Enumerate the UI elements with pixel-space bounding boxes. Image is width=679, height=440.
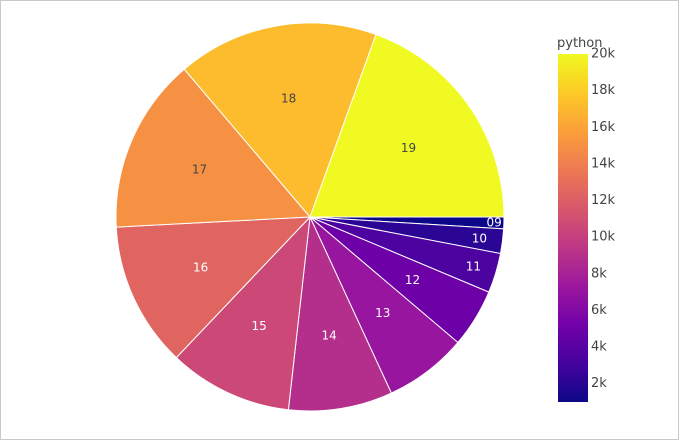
slice-label-15: 15 [252,319,267,333]
colorbar-tick-label: 10k [591,230,616,245]
colorbar-tick-label: 8k [591,266,607,281]
colorbar-title: python [557,36,602,51]
colorbar-tick-label: 6k [591,303,607,318]
colorbar-ticks: 2k 4k 6k 8k 10k 12k 14k 16k 18k 20k [591,47,616,392]
pie-slice-17[interactable] [115,68,312,228]
colorbar-tick-label: 14k [591,156,616,171]
slice-label-09: 09 [487,216,502,230]
colorbar: python 2k 4k 6k 8k 10k 12k 14k 16k 18k 20k [557,36,616,402]
pie-slice-18[interactable] [183,22,377,218]
pie-slice-15[interactable] [175,215,311,411]
slice-label-12: 12 [405,273,420,287]
slice-label-16: 16 [193,260,208,274]
colorbar-tick-label: 4k [591,340,607,355]
slice-label-17: 17 [192,162,207,176]
pie-slice-16[interactable] [115,216,312,359]
slice-label-11: 11 [466,259,481,273]
colorbar-tick-label: 12k [591,193,616,208]
slice-label-10: 10 [472,231,487,245]
colorbar-tick-label: 2k [591,376,607,391]
pie-slice-19[interactable] [309,33,505,218]
pie-slice-14[interactable] [287,215,393,412]
colorbar-gradient [558,54,588,402]
colorbar-tick-label: 18k [591,83,616,98]
colorbar-tick-label: 20k [591,47,616,62]
slice-label-19: 19 [401,141,416,155]
slice-label-18: 18 [281,92,296,106]
slice-label-14: 14 [322,329,337,343]
colorbar-tick-label: 16k [591,120,616,135]
slice-label-13: 13 [375,306,390,320]
